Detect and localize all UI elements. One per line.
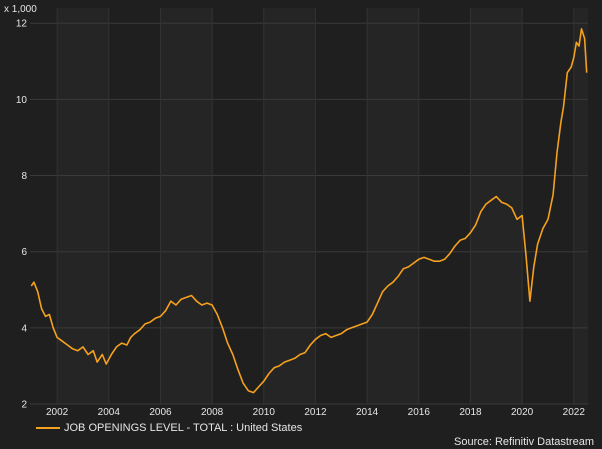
x-tick-label: 2006 (149, 407, 172, 418)
x-tick-label: 2014 (356, 407, 379, 418)
x-tick-label: 2010 (253, 407, 276, 418)
x-tick-label: 2004 (98, 407, 121, 418)
series-line (30, 28, 588, 394)
year-band (57, 8, 109, 404)
x-tick-label: 2002 (46, 407, 69, 418)
x-axis-ticks: 2002 2004 2006 2008 2010 2012 2014 2016 2018 2020… (46, 407, 585, 418)
year-band (160, 8, 213, 404)
y-axis-unit-label: x 1,000 (4, 4, 37, 15)
grid-lines (30, 8, 588, 405)
legend-swatch (36, 427, 60, 429)
y-tick-label: 10 (16, 95, 28, 106)
year-band (470, 8, 523, 404)
year-band (573, 8, 588, 404)
x-tick-label: 2016 (408, 407, 431, 418)
legend-series-label: JOB OPENINGS LEVEL - TOTAL : United Stat… (64, 422, 303, 434)
x-tick-label: 2012 (304, 407, 327, 418)
legend: JOB OPENINGS LEVEL - TOTAL : United Stat… (36, 422, 302, 434)
y-axis-ticks: 2 4 6 8 10 12 (16, 19, 28, 411)
source-label: Source: Refinitiv Datastream (454, 436, 594, 448)
series-layer (30, 28, 588, 394)
y-tick-label: 2 (21, 400, 27, 411)
y-tick-label: 6 (21, 247, 27, 258)
x-tick-label: 2008 (201, 407, 224, 418)
year-band (263, 8, 316, 404)
year-bands (57, 8, 588, 404)
y-tick-label: 12 (16, 19, 28, 30)
x-tick-label: 2018 (459, 407, 482, 418)
y-tick-label: 4 (21, 323, 27, 334)
y-tick-label: 8 (21, 171, 27, 182)
x-tick-label: 2022 (563, 407, 586, 418)
year-band (367, 8, 419, 404)
x-tick-label: 2020 (511, 407, 534, 418)
